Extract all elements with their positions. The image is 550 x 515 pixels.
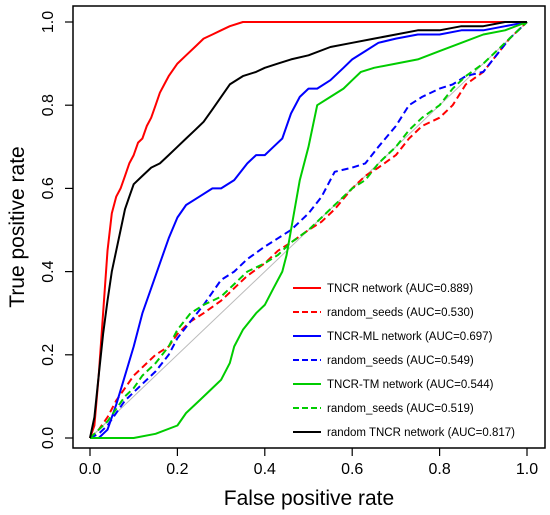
x-axis-title: False positive rate (224, 487, 394, 510)
series-line-2 (89, 21, 528, 439)
series-line-7 (89, 21, 527, 439)
y-axis-title: True positive rate (6, 146, 29, 307)
series-line-1 (89, 21, 527, 439)
series-line-5 (90, 21, 528, 439)
x-tick-label: 0.2 (166, 461, 188, 478)
series-line-6 (89, 21, 528, 439)
x-tick-label: 1.0 (516, 461, 538, 478)
series-line-4 (89, 21, 528, 439)
series-layer (89, 21, 528, 439)
legend-label: random_seeds (AUC=0.549) (327, 355, 474, 367)
legend-label: TNCR-ML network (AUC=0.697) (327, 331, 493, 343)
series-line-3 (90, 21, 528, 439)
legend-label: random_seeds (AUC=0.530) (327, 307, 474, 319)
plot-frame (72, 5, 546, 449)
x-tick-label: 0.0 (79, 461, 101, 478)
reference-diagonal (89, 21, 528, 439)
legend-label: TNCR-TM network (AUC=0.544) (327, 379, 494, 391)
y-tick-label: 0.2 (40, 344, 57, 366)
x-tick-label: 0.8 (428, 461, 450, 478)
x-tick-label: 0.6 (341, 461, 363, 478)
legend: TNCR network (AUC=0.889) random_seeds (AU… (293, 283, 515, 439)
y-tick-label: 0.6 (40, 177, 57, 199)
legend-label: TNCR network (AUC=0.889) (327, 283, 473, 295)
y-tick-label: 0.8 (40, 94, 57, 116)
legend-label: random TNCR network (AUC=0.817) (327, 427, 515, 439)
y-tick-label: 0.0 (40, 427, 57, 449)
x-tick-label: 0.4 (254, 461, 276, 478)
legend-label: random_seeds (AUC=0.519) (327, 403, 474, 415)
y-tick-label: 1.0 (40, 11, 57, 33)
x-axis: 0.0 0.2 0.4 0.6 0.8 1.0 (79, 448, 538, 478)
y-axis: 0.0 0.2 0.4 0.6 0.8 1.0 (40, 11, 73, 449)
y-tick-label: 0.4 (40, 260, 57, 282)
